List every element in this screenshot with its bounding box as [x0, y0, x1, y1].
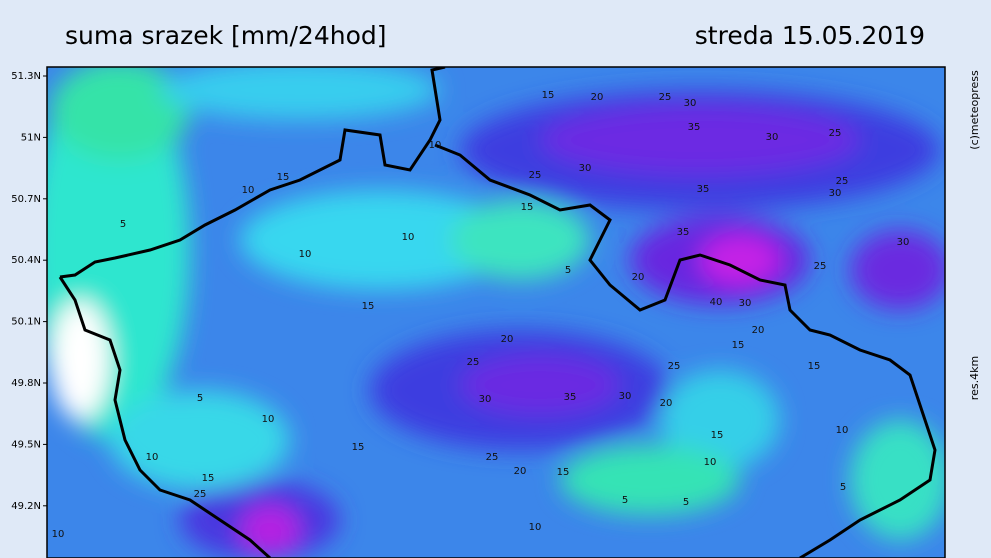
date: streda 15.05.2019	[695, 21, 925, 50]
contour-label: 25	[467, 357, 480, 368]
contour-label: 10	[704, 457, 717, 468]
latitude-label: 50.1N	[11, 317, 41, 328]
contour-label: 10	[146, 452, 159, 463]
latitude-label: 50.4N	[11, 255, 41, 266]
latitude-label: 49.5N	[11, 439, 41, 450]
contour-label: 20	[514, 466, 527, 477]
contour-label: 30	[619, 391, 632, 402]
contour-label: 10	[262, 414, 275, 425]
contour-label: 5	[120, 219, 126, 230]
contour-label: 15	[202, 473, 215, 484]
contour-label: 5	[565, 265, 571, 276]
contour-label: 10	[429, 140, 442, 151]
contour-label: 15	[352, 442, 365, 453]
contour-label: 30	[739, 298, 752, 309]
contour-label: 35	[564, 392, 577, 403]
contour-label: 10	[402, 232, 415, 243]
contour-label: 15	[362, 301, 375, 312]
contour-label: 30	[684, 98, 697, 109]
resolution: res.4km	[968, 356, 981, 400]
latitude-label: 50.7N	[11, 194, 41, 205]
contour-label: 35	[677, 227, 690, 238]
title: suma srazek [mm/24hod]	[65, 21, 387, 50]
contour-label: 15	[808, 361, 821, 372]
contour-label: 20	[632, 272, 645, 283]
contour-label: 30	[829, 188, 842, 199]
contour-label: 10	[52, 529, 65, 540]
contour-label: 25	[836, 176, 849, 187]
contour-label: 25	[486, 452, 499, 463]
contour-label: 30	[766, 132, 779, 143]
contour-label: 5	[683, 497, 689, 508]
contour-label: 35	[697, 184, 710, 195]
contour-label: 30	[479, 394, 492, 405]
contour-label: 25	[659, 92, 672, 103]
contour-label: 10	[299, 249, 312, 260]
contour-label: 25	[829, 128, 842, 139]
precipitation-field	[47, 67, 945, 558]
contour-label: 5	[197, 393, 203, 404]
latitude-label: 51N	[21, 132, 41, 143]
contour-label: 20	[591, 92, 604, 103]
contour-label: 15	[711, 430, 724, 441]
contour-label: 20	[752, 325, 765, 336]
contour-label: 15	[542, 90, 555, 101]
contour-label: 30	[579, 163, 592, 174]
map-frame	[46, 66, 946, 558]
contour-label: 25	[668, 361, 681, 372]
latitude-label: 49.8N	[11, 378, 41, 389]
latitude-label: 49.2N	[11, 501, 41, 512]
contour-label: 10	[529, 522, 542, 533]
contour-label: 15	[277, 172, 290, 183]
contour-label: 5	[622, 495, 628, 506]
contour-label: 20	[660, 398, 673, 409]
contour-label: 15	[557, 467, 570, 478]
contour-label: 30	[897, 237, 910, 248]
copyright: (c)meteopress	[968, 70, 981, 150]
contour-label: 25	[194, 489, 207, 500]
contour-label: 20	[501, 334, 514, 345]
contour-label: 25	[814, 261, 827, 272]
contour-label: 15	[732, 340, 745, 351]
contour-label: 40	[710, 297, 723, 308]
contour-label: 10	[836, 425, 849, 436]
contour-label: 25	[529, 170, 542, 181]
latitude-label: 51.3N	[11, 71, 41, 82]
contour-label: 5	[840, 482, 846, 493]
contour-label: 10	[242, 185, 255, 196]
contour-label: 15	[521, 202, 534, 213]
contour-label: 35	[688, 122, 701, 133]
